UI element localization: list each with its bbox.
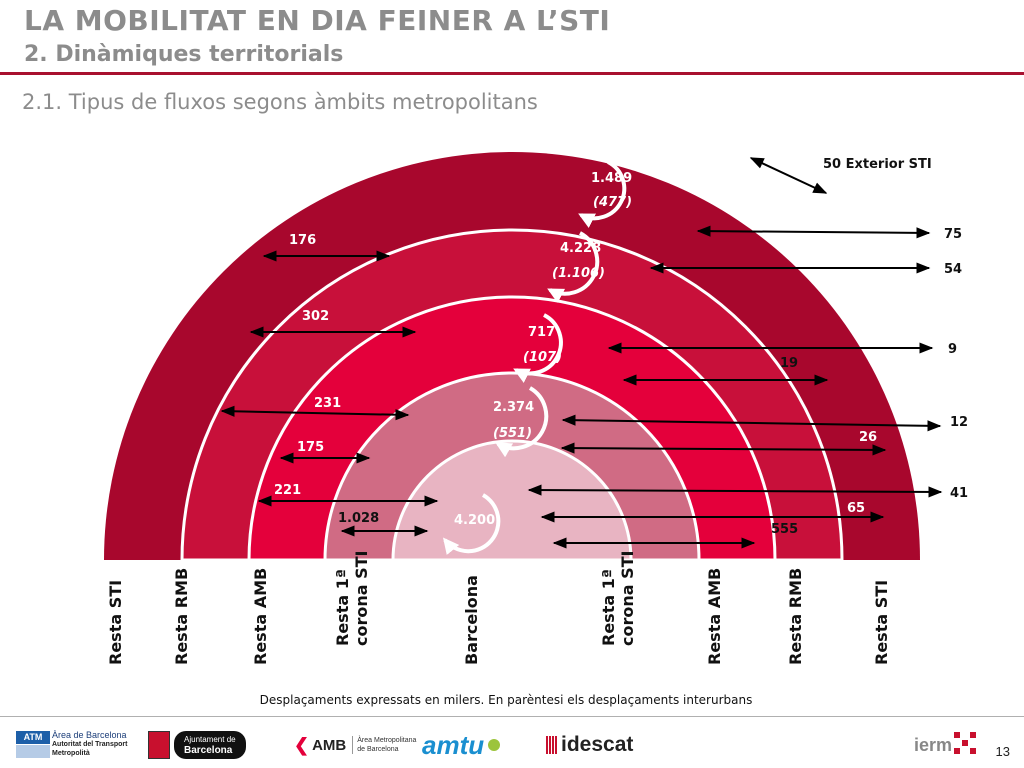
exterior-label: 50 Exterior STI (823, 157, 932, 172)
loop-arrow-resta-rmb (547, 231, 600, 304)
amtu-text: amtu (422, 729, 485, 760)
page-subtitle: 2. Dinàmiques territorials (24, 42, 344, 67)
ajuntament-shield-icon (148, 731, 170, 759)
flow-label-12: 12 (950, 415, 968, 430)
ring-value-resta-rmb: 4.228 (560, 241, 601, 256)
loop-arrow-corona (495, 386, 549, 458)
amtu-logo: amtu (422, 728, 540, 762)
flow-label-176: 176 (289, 233, 316, 248)
section-title: 2.1. Tipus de fluxos segons àmbits metro… (22, 90, 538, 114)
ajuntament-text-2: Barcelona (184, 745, 233, 756)
ring-value-resta-amb: 717 (528, 325, 555, 340)
footer-divider (0, 716, 1024, 717)
flow-label-231: 231 (314, 396, 341, 411)
atm-text-1: Àrea de Barcelona (52, 730, 127, 740)
ierm-pattern-icon (954, 732, 977, 758)
flow-arrow-12 (561, 414, 942, 432)
flow-label-9: 9 (948, 342, 957, 357)
loop-arrow-resta-amb (513, 313, 563, 383)
page-title: LA MOBILITAT EN DIA FEINER A L’STI (24, 4, 611, 37)
amb-logo: ❮ AMB Àrea Metropolitana de Barcelona (294, 728, 416, 762)
ring-interurban-resta-sti: (477) (593, 195, 632, 210)
ring-value-corona: 2.374 (493, 400, 534, 415)
ring-value-resta-sti: 1.489 (591, 171, 632, 186)
flow-arrow-231 (220, 405, 410, 421)
loop-arrow-resta-sti (578, 160, 627, 228)
amb-text: AMB (312, 736, 347, 754)
flow-label-302: 302 (302, 309, 329, 324)
flow-label-175: 175 (297, 440, 324, 455)
atm-logo: ATM Àrea de Barcelona Autoritat del Tran… (16, 728, 136, 762)
flow-label-555: 555 (771, 522, 798, 537)
footnote: Desplaçaments expressats en milers. En p… (259, 693, 753, 707)
amb-chevron-icon: ❮ (294, 734, 310, 755)
header-rule (0, 72, 1024, 75)
flow-label-1028: 1.028 (338, 511, 379, 526)
ajuntament-logo: Ajuntament de Barcelona (148, 728, 280, 762)
flow-arrow-exterior (749, 157, 828, 194)
atm-text-3: Metropolità (52, 750, 90, 757)
ierm-text: ierm (914, 734, 953, 755)
flow-arrow-26 (560, 442, 887, 456)
amb-text-1: Àrea Metropolitana (357, 737, 417, 744)
flow-arrow-41 (527, 484, 943, 498)
flow-label-19: 19 (780, 356, 798, 371)
flow-label-65: 65 (847, 501, 865, 516)
ring-value-barcelona: 4.200 (454, 513, 495, 528)
atm-badge: ATM (16, 731, 50, 744)
idescat-text: idescat (561, 733, 634, 756)
atm-text-2: Autoritat del Transport (52, 741, 128, 748)
flow-label-221: 221 (274, 483, 301, 498)
ring-interurban-corona: (551) (493, 426, 532, 441)
amtu-dot-icon (488, 739, 501, 751)
flow-label-54: 54 (944, 262, 962, 277)
flow-label-41: 41 (950, 486, 968, 501)
ring-interurban-resta-amb: (107) (523, 350, 562, 365)
loop-arrow-barcelona (442, 493, 501, 555)
page-number: 13 (995, 744, 1010, 759)
idescat-bars-icon (546, 736, 558, 754)
idescat-logo: idescat (546, 728, 650, 762)
flow-label-26: 26 (859, 430, 877, 445)
amb-text-2: de Barcelona (357, 746, 399, 753)
ajuntament-text-1: Ajuntament de (184, 735, 236, 744)
flow-label-75: 75 (944, 227, 962, 242)
flow-arrow-75 (696, 225, 931, 239)
ierm-logo: ierm (914, 728, 984, 762)
ring-interurban-resta-rmb: (1.106) (552, 266, 605, 281)
